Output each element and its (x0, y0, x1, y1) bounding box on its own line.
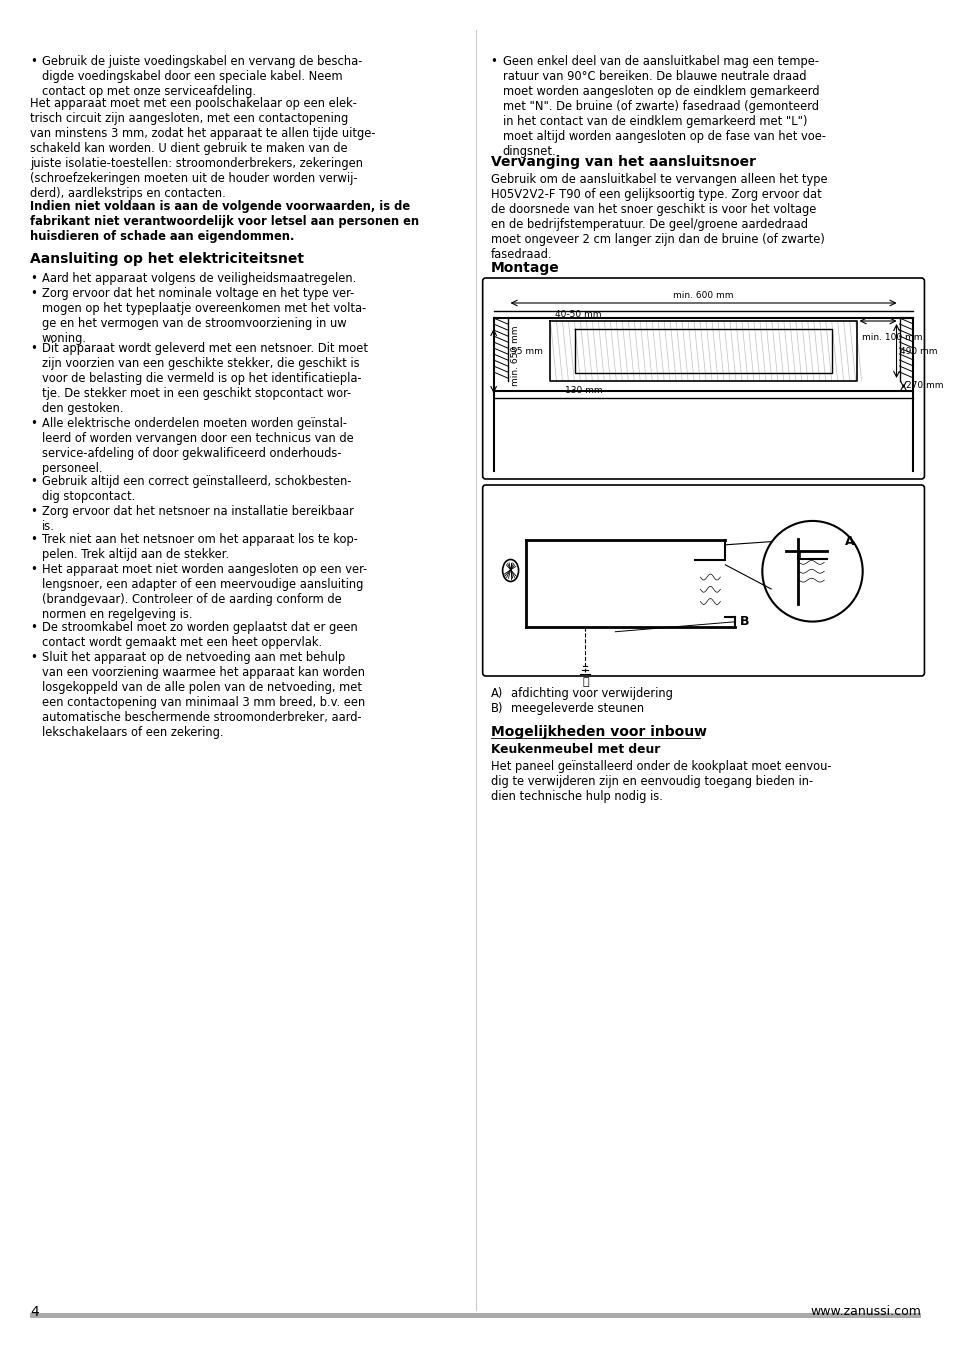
Text: •: • (30, 342, 37, 356)
Text: •: • (30, 287, 37, 300)
Text: •: • (30, 621, 37, 634)
Text: Alle elektrische onderdelen moeten worden geïnstal-
leerd of worden vervangen do: Alle elektrische onderdelen moeten worde… (42, 416, 354, 475)
Text: 130 mm: 130 mm (565, 387, 602, 395)
Text: 270 mm: 270 mm (905, 381, 943, 391)
Text: Vervanging van het aansluitsnoer: Vervanging van het aansluitsnoer (490, 155, 755, 169)
FancyBboxPatch shape (482, 279, 923, 479)
Text: Sluit het apparaat op de netvoeding aan met behulp
van een voorziening waarmee h: Sluit het apparaat op de netvoeding aan … (42, 652, 365, 740)
Text: min. 650 mm: min. 650 mm (510, 326, 519, 387)
Text: B): B) (490, 702, 502, 715)
Text: •: • (30, 506, 37, 518)
Text: Zorg ervoor dat het netsnoer na installatie bereikbaar
is.: Zorg ervoor dat het netsnoer na installa… (42, 506, 354, 533)
Text: meegeleverde steunen: meegeleverde steunen (510, 702, 643, 715)
Text: Het apparaat moet met een poolschakelaar op een elek-
trisch circuit zijn aanges: Het apparaat moet met een poolschakelaar… (30, 97, 375, 200)
Text: min. 100 mm: min. 100 mm (861, 333, 922, 342)
Text: •: • (30, 55, 37, 68)
Text: Geen enkel deel van de aansluitkabel mag een tempe-
ratuur van 90°C bereiken. De: Geen enkel deel van de aansluitkabel mag… (502, 55, 824, 158)
Text: 🔩: 🔩 (581, 677, 588, 687)
Text: www.zanussi.com: www.zanussi.com (810, 1305, 921, 1318)
Text: •: • (30, 272, 37, 285)
Text: Montage: Montage (490, 261, 558, 274)
Text: Het apparaat moet niet worden aangesloten op een ver-
lengsnoer, een adapter of : Het apparaat moet niet worden aangeslote… (42, 562, 367, 621)
Text: Gebruik de juiste voedingskabel en vervang de bescha-
digde voedingskabel door e: Gebruik de juiste voedingskabel en verva… (42, 55, 362, 97)
Text: •: • (30, 475, 37, 488)
Bar (30, 1313, 921, 1318)
Text: 40-50 mm: 40-50 mm (555, 310, 601, 319)
Text: •: • (490, 55, 497, 68)
Text: •: • (30, 416, 37, 430)
Text: Mogelijkheden voor inbouw: Mogelijkheden voor inbouw (490, 725, 706, 740)
Text: Indien niet voldaan is aan de volgende voorwaarden, is de
fabrikant niet verantw: Indien niet voldaan is aan de volgende v… (30, 200, 418, 243)
Text: Aard het apparaat volgens de veiligheidsmaatregelen.: Aard het apparaat volgens de veiligheids… (42, 272, 355, 285)
Text: B: B (740, 615, 749, 629)
FancyBboxPatch shape (482, 485, 923, 676)
Text: A: A (844, 535, 854, 548)
Text: Keukenmeubel met deur: Keukenmeubel met deur (490, 744, 659, 756)
Text: De stroomkabel moet zo worden geplaatst dat er geen
contact wordt gemaakt met ee: De stroomkabel moet zo worden geplaatst … (42, 621, 357, 649)
Text: •: • (30, 562, 37, 576)
Text: Dit apparaat wordt geleverd met een netsnoer. Dit moet
zijn voorzien van een ges: Dit apparaat wordt geleverd met een nets… (42, 342, 368, 415)
Text: •: • (30, 652, 37, 664)
Text: Trek niet aan het netsnoer om het apparaat los te kop-
pelen. Trek altijd aan de: Trek niet aan het netsnoer om het appara… (42, 533, 357, 561)
Text: 490 mm: 490 mm (899, 346, 936, 356)
Text: A): A) (490, 687, 502, 700)
Text: 55 mm: 55 mm (510, 346, 542, 356)
Text: afdichting voor verwijdering: afdichting voor verwijdering (510, 687, 672, 700)
Text: Gebruik om de aansluitkabel te vervangen alleen het type
H05V2V2-F T90 of een ge: Gebruik om de aansluitkabel te vervangen… (490, 173, 826, 261)
Text: Aansluiting op het elektriciteitsnet: Aansluiting op het elektriciteitsnet (30, 251, 304, 266)
Text: min. 600 mm: min. 600 mm (673, 291, 733, 300)
Circle shape (761, 521, 862, 622)
Text: 4: 4 (30, 1305, 39, 1320)
Text: •: • (30, 533, 37, 546)
Text: Zorg ervoor dat het nominale voltage en het type ver-
mogen op het typeplaatje o: Zorg ervoor dat het nominale voltage en … (42, 287, 366, 345)
Text: Gebruik altijd een correct geïnstalleerd, schokbesten-
dig stopcontact.: Gebruik altijd een correct geïnstalleerd… (42, 475, 351, 503)
Bar (796, 552, 800, 557)
Text: Het paneel geïnstalleerd onder de kookplaat moet eenvou-
dig te verwijderen zijn: Het paneel geïnstalleerd onder de kookpl… (490, 760, 830, 803)
